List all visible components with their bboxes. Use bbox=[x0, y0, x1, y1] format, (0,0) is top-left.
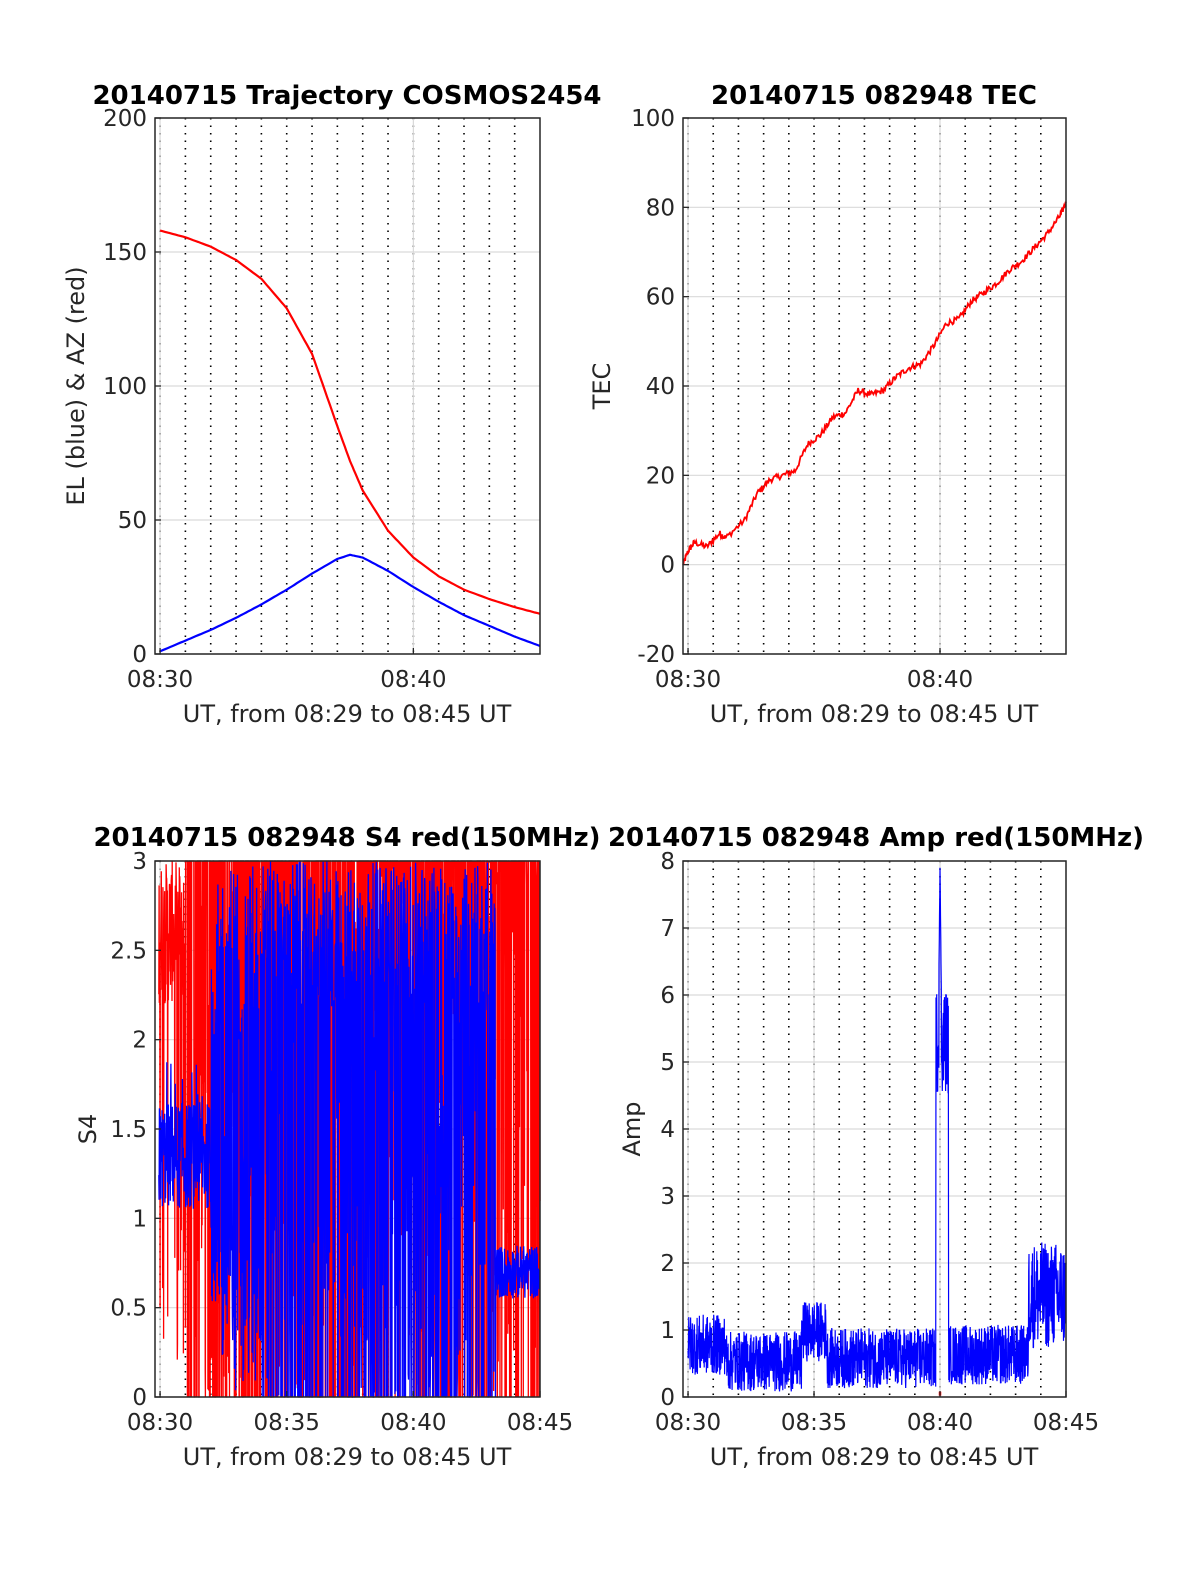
y-tick-label: 2.5 bbox=[110, 938, 147, 964]
y-tick-label: 40 bbox=[646, 374, 675, 400]
trajectory-title: 20140715 Trajectory COSMOS2454 bbox=[92, 81, 601, 111]
blue-series-line bbox=[687, 867, 1067, 1392]
s4-ticks: 08:30 08:35 08:40 08:45 0 0.5 1 1.5 2 2.5 3 bbox=[110, 849, 573, 1436]
x-tick-label: 08:40 bbox=[907, 1410, 973, 1436]
y-tick-label: 8 bbox=[660, 849, 675, 875]
y-tick-label: 0.5 bbox=[110, 1296, 147, 1322]
y-tick-label: 6 bbox=[660, 983, 675, 1009]
trajectory-panel: 08:30 08:40 0 50 100 150 200 20140715 Trajecto… bbox=[62, 81, 602, 728]
tec-xlabel: UT, from 08:29 to 08:45 UT bbox=[710, 700, 1039, 728]
amp-xlabel: UT, from 08:29 to 08:45 UT bbox=[710, 1443, 1039, 1471]
y-tick-label: -20 bbox=[637, 642, 675, 668]
y-tick-label: 100 bbox=[103, 374, 147, 400]
s4-panel: 08:30 08:35 08:40 08:45 0 0.5 1 1.5 2 2.5 3 201407… bbox=[74, 823, 601, 1471]
tec-panel: 08:30 08:40 -20 0 20 40 60 80 100 20140715 08294… bbox=[588, 81, 1067, 728]
red-series-line bbox=[682, 201, 1067, 566]
s4-marks bbox=[158, 860, 541, 1398]
y-tick-label: 0 bbox=[132, 1385, 147, 1411]
y-tick-label: 20 bbox=[646, 463, 675, 489]
y-tick-label: 80 bbox=[646, 195, 675, 221]
tec-title: 20140715 082948 TEC bbox=[711, 81, 1037, 111]
y-tick-label: 2 bbox=[660, 1251, 675, 1277]
tec-marks bbox=[682, 201, 1067, 566]
red-series-line bbox=[159, 229, 541, 615]
y-tick-label: 3 bbox=[132, 849, 147, 875]
x-tick-label: 08:40 bbox=[380, 1410, 446, 1436]
y-tick-label: 100 bbox=[631, 106, 675, 132]
y-tick-label: 7 bbox=[660, 916, 675, 942]
x-tick-label: 08:45 bbox=[1033, 1410, 1099, 1436]
s4-title: 20140715 082948 S4 red(150MHz) bbox=[93, 823, 600, 853]
s4-xlabel: UT, from 08:29 to 08:45 UT bbox=[183, 1443, 512, 1471]
s4-ylabel: S4 bbox=[74, 1114, 102, 1145]
x-tick-label: 08:35 bbox=[781, 1410, 847, 1436]
x-tick-label: 08:45 bbox=[507, 1410, 573, 1436]
amp-panel: 08:30 08:35 08:40 08:45 0 1 2 3 4 5 6 7 8 20140715 0… bbox=[608, 823, 1144, 1471]
x-tick-label: 08:30 bbox=[127, 1410, 193, 1436]
y-tick-label: 50 bbox=[118, 508, 147, 534]
x-tick-label: 08:40 bbox=[907, 667, 973, 693]
y-tick-label: 0 bbox=[660, 1385, 675, 1411]
y-tick-label: 1 bbox=[132, 1206, 147, 1232]
y-tick-label: 2 bbox=[132, 1028, 147, 1054]
tec-ticks: 08:30 08:40 -20 0 20 40 60 80 100 bbox=[631, 106, 973, 693]
blue-series-line bbox=[158, 861, 541, 1398]
x-tick-label: 08:35 bbox=[254, 1410, 320, 1436]
y-tick-label: 0 bbox=[660, 553, 675, 579]
y-tick-label: 3 bbox=[660, 1184, 675, 1210]
y-tick-label: 1.5 bbox=[110, 1117, 147, 1143]
trajectory-xlabel: UT, from 08:29 to 08:45 UT bbox=[183, 700, 512, 728]
y-tick-label: 5 bbox=[660, 1050, 675, 1076]
y-tick-label: 150 bbox=[103, 240, 147, 266]
x-tick-label: 08:30 bbox=[655, 667, 721, 693]
x-tick-label: 08:40 bbox=[380, 667, 446, 693]
x-tick-label: 08:30 bbox=[127, 667, 193, 693]
trajectory-ylabel: EL (blue) & AZ (red) bbox=[62, 266, 90, 505]
amp-ticks: 08:30 08:35 08:40 08:45 0 1 2 3 4 5 6 7 8 bbox=[655, 849, 1099, 1436]
blue-series-line bbox=[159, 553, 541, 653]
y-tick-label: 0 bbox=[132, 642, 147, 668]
y-tick-label: 4 bbox=[660, 1117, 675, 1143]
amp-ylabel: Amp bbox=[618, 1101, 646, 1156]
x-tick-label: 08:30 bbox=[655, 1410, 721, 1436]
y-tick-label: 1 bbox=[660, 1318, 675, 1344]
y-tick-label: 60 bbox=[646, 285, 675, 311]
trajectory-marks bbox=[159, 229, 541, 653]
amp-title: 20140715 082948 Amp red(150MHz) bbox=[608, 823, 1144, 853]
y-tick-label: 200 bbox=[103, 106, 147, 132]
trajectory-ticks: 08:30 08:40 0 50 100 150 200 bbox=[103, 106, 446, 693]
tec-ylabel: TEC bbox=[588, 363, 616, 411]
